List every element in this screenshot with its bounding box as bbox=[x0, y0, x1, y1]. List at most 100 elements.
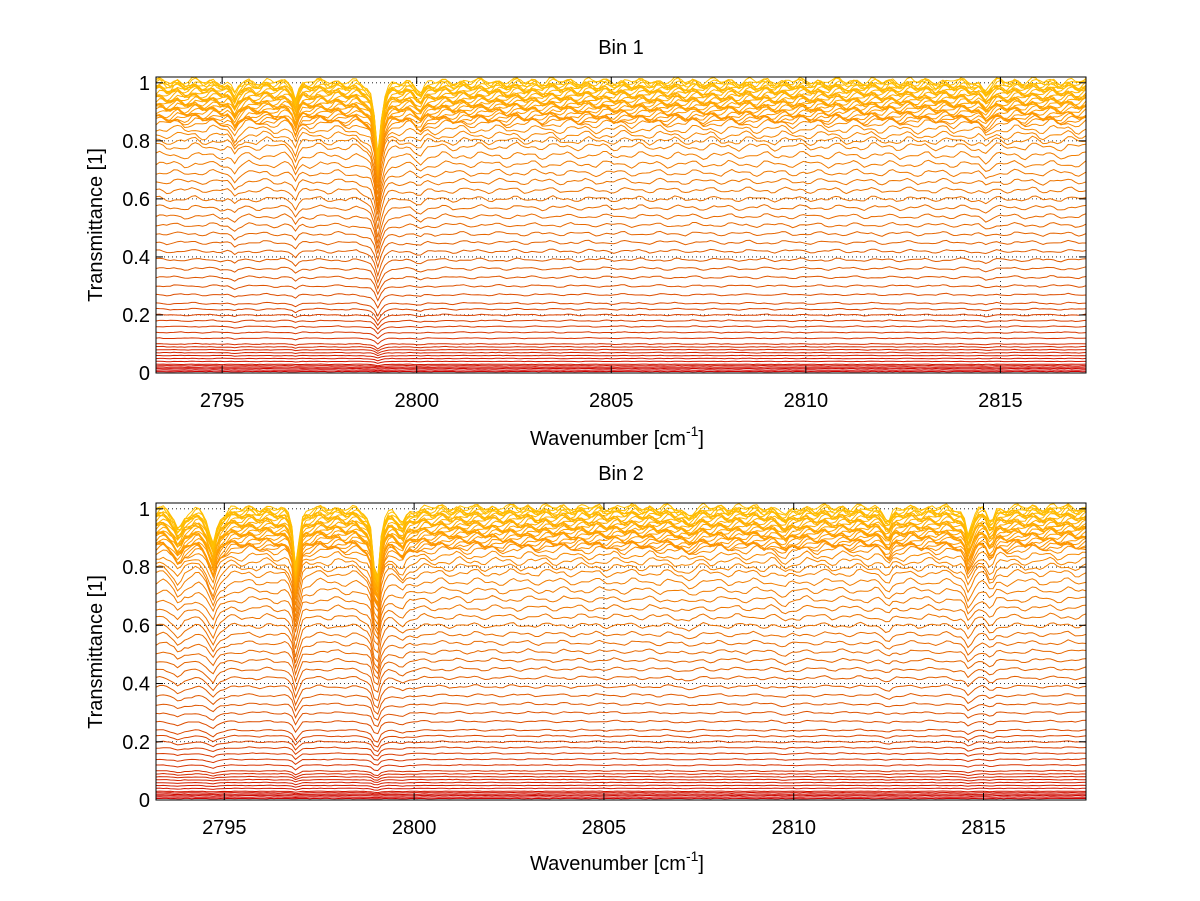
series-lines bbox=[155, 502, 1087, 800]
spectrum-series-line bbox=[155, 248, 1087, 278]
spectrum-series-line bbox=[156, 367, 1086, 370]
spectrum-series-line bbox=[156, 345, 1087, 352]
x-tick-label: 2800 bbox=[394, 390, 439, 412]
spectrum-series-line bbox=[155, 769, 1087, 777]
spectrum-series-line bbox=[155, 781, 1087, 786]
spectrum-series-line bbox=[155, 772, 1087, 779]
spectrum-series-line bbox=[155, 740, 1087, 753]
plot-area-frame bbox=[155, 502, 1087, 801]
spectrum-series-line bbox=[155, 530, 1087, 599]
spectrum-series-line bbox=[155, 512, 1087, 585]
y-tick-label: 1 bbox=[139, 499, 150, 521]
spectrum-series-line bbox=[155, 221, 1087, 254]
spectrum-series-line bbox=[155, 521, 1087, 592]
spectrum-series-line bbox=[156, 794, 1087, 797]
spectrum-series-line bbox=[155, 110, 1087, 177]
spectrum-series-line bbox=[155, 100, 1087, 171]
spectrum-series-line bbox=[155, 325, 1087, 335]
spectrum-series-line bbox=[155, 639, 1087, 675]
spectrum-series-line bbox=[155, 94, 1087, 170]
spectrum-series-line bbox=[155, 342, 1087, 350]
y-tick-label: 0.6 bbox=[122, 615, 150, 637]
spectrum-series-line bbox=[155, 364, 1087, 368]
spectrum-series-line bbox=[155, 550, 1087, 609]
x-tick-label: 2795 bbox=[202, 817, 247, 839]
spectrum-series-line bbox=[155, 336, 1087, 345]
x-axis-label-tail: ] bbox=[698, 428, 704, 450]
spectrum-series-line bbox=[155, 778, 1086, 783]
spectrum-series-line bbox=[155, 141, 1087, 202]
panel-bin-2: Bin 2 2795 2800 2805 2810 2815 0 0.2 0.4 0.6 0.8… bbox=[85, 463, 1087, 875]
y-tick-label: 1 bbox=[139, 73, 150, 95]
spectrum-series-line bbox=[155, 719, 1087, 735]
y-tick-label: 0 bbox=[139, 790, 150, 812]
spectrum-series-line bbox=[155, 283, 1087, 302]
spectrum-series-line bbox=[156, 666, 1087, 693]
spectrum-series-line bbox=[155, 544, 1087, 605]
y-tick-label: 0.4 bbox=[122, 674, 150, 696]
x-axis-ticks: 2795 2800 2805 2810 2815 bbox=[202, 503, 1006, 839]
y-tick-label: 0.6 bbox=[122, 189, 150, 211]
x-tick-label: 2805 bbox=[582, 817, 627, 839]
y-axis-ticks: 0 0.2 0.4 0.6 0.8 1 bbox=[122, 499, 1086, 812]
spectrum-series-line bbox=[155, 710, 1087, 728]
spectrum-series-line bbox=[155, 313, 1087, 327]
y-tick-label: 0.2 bbox=[122, 305, 150, 327]
spectrum-series-line bbox=[155, 87, 1087, 160]
spectrum-series-line bbox=[155, 793, 1087, 796]
spectrum-series-line bbox=[155, 790, 1086, 794]
spectrum-series-line bbox=[155, 728, 1087, 743]
spectrum-series-line bbox=[155, 213, 1087, 249]
spectrum-series-line bbox=[155, 307, 1087, 322]
x-axis-ticks: 2795 2800 2805 2810 2815 bbox=[200, 77, 1023, 412]
spectrum-series-line bbox=[155, 177, 1087, 222]
spectrum-series-line bbox=[155, 204, 1087, 244]
spectrum-series-line bbox=[155, 556, 1087, 613]
spectrum-series-line bbox=[155, 541, 1087, 606]
spectrum-series-line bbox=[155, 266, 1087, 290]
chart-title: Bin 2 bbox=[598, 463, 644, 485]
y-tick-label: 0.4 bbox=[122, 247, 150, 269]
spectrum-series-line bbox=[155, 562, 1087, 621]
spectrum-series-line bbox=[155, 796, 1087, 799]
spectrum-series-line bbox=[155, 752, 1087, 761]
spectrum-series-line bbox=[155, 630, 1087, 670]
x-tick-label: 2805 bbox=[589, 390, 634, 412]
spectrum-series-line bbox=[155, 692, 1086, 715]
x-axis-label-tail: ] bbox=[698, 853, 704, 875]
spectrum-series-line bbox=[155, 292, 1087, 309]
x-tick-label: 2800 bbox=[392, 817, 437, 839]
spectrum-series-line bbox=[155, 603, 1087, 646]
spectrum-series-line bbox=[155, 657, 1087, 686]
spectrum-series-line bbox=[155, 503, 1087, 581]
spectrum-series-line bbox=[155, 331, 1087, 340]
x-tick-label: 2795 bbox=[200, 390, 245, 412]
spectrum-series-line bbox=[155, 195, 1087, 238]
series-lines bbox=[155, 76, 1087, 373]
spectrum-series-line bbox=[155, 319, 1087, 331]
x-axis-label-main: Wavenumber [cm bbox=[530, 853, 686, 875]
spectrum-series-line bbox=[155, 539, 1087, 608]
spectrum-series-line bbox=[155, 257, 1087, 285]
y-tick-label: 0.8 bbox=[122, 131, 150, 153]
spectrum-series-line bbox=[156, 82, 1087, 161]
spectrum-series-line bbox=[155, 91, 1087, 166]
spectrum-series-line bbox=[155, 275, 1087, 296]
spectrum-series-line bbox=[156, 370, 1087, 373]
x-tick-label: 2815 bbox=[978, 390, 1023, 412]
spectrum-series-line bbox=[155, 612, 1087, 654]
y-axis-label: Transmittance [1] bbox=[85, 575, 107, 729]
spectrum-series-line bbox=[156, 360, 1086, 364]
spectrum-series-line bbox=[155, 684, 1087, 709]
spectrum-series-line bbox=[155, 621, 1087, 663]
x-axis-label: Wavenumber [cm-1] bbox=[530, 423, 704, 450]
spectrum-series-line bbox=[155, 369, 1086, 372]
panel-bin-1: Bin 1 2795 2800 2805 2810 2815 0 0.2 0.4 0.6 0.8… bbox=[85, 37, 1087, 450]
spectrum-series-line bbox=[155, 76, 1087, 160]
x-axis-label-sup: -1 bbox=[686, 848, 699, 864]
spectrum-series-line bbox=[155, 357, 1087, 362]
spectrum-series-line bbox=[155, 301, 1087, 318]
spectrum-series-line bbox=[155, 239, 1086, 270]
spectrum-series-line bbox=[155, 577, 1087, 632]
